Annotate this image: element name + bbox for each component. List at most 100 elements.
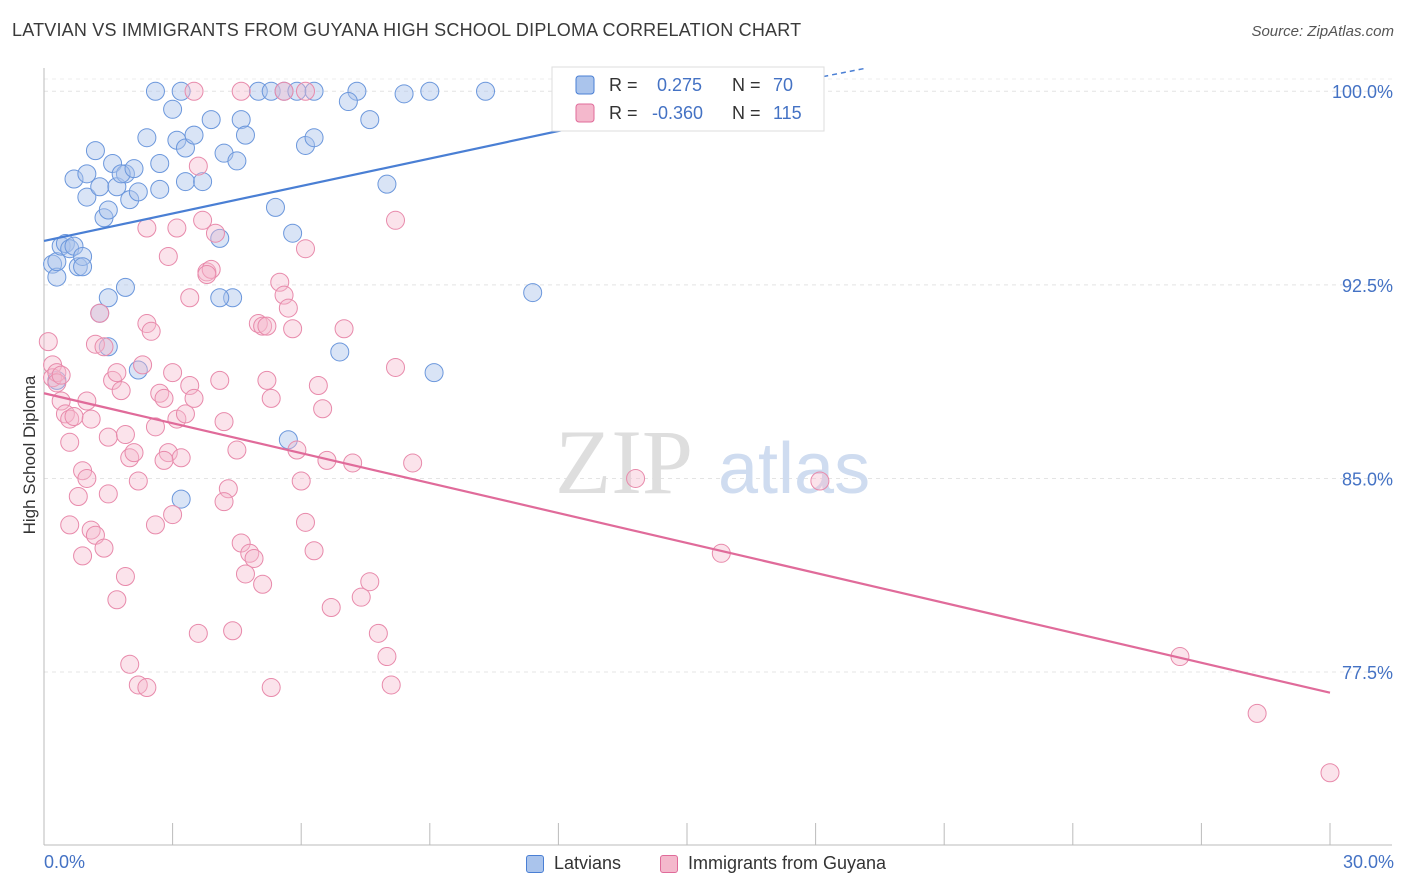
data-point <box>377 174 397 194</box>
data-points <box>38 81 1340 783</box>
data-point <box>334 319 354 339</box>
data-point <box>150 154 170 174</box>
data-point <box>476 81 496 101</box>
y-tick-label: 100.0% <box>1332 82 1393 102</box>
legend-swatch-latvians <box>526 854 544 873</box>
data-point <box>394 84 414 104</box>
data-point <box>193 210 213 230</box>
data-point <box>386 357 406 377</box>
watermark-atlas: atlas <box>718 429 870 509</box>
data-point <box>360 110 380 130</box>
data-point <box>98 200 118 220</box>
legend-item-latvians: Latvians <box>526 853 621 874</box>
data-point <box>115 425 135 445</box>
data-point <box>274 81 294 101</box>
stats-n-label-2: N = <box>732 103 761 123</box>
stats-box-frame <box>551 66 825 132</box>
data-point <box>145 417 165 437</box>
data-point <box>295 512 315 532</box>
data-point <box>73 546 93 566</box>
series-guyana <box>38 81 1340 783</box>
data-point <box>265 197 285 217</box>
data-point <box>214 492 234 512</box>
data-point <box>128 471 148 491</box>
data-point <box>338 92 358 112</box>
data-point <box>90 303 110 323</box>
data-point <box>253 316 273 336</box>
data-point <box>244 548 264 568</box>
data-point <box>128 182 148 202</box>
data-point <box>210 288 230 308</box>
data-point <box>167 218 187 238</box>
data-point <box>360 572 380 592</box>
data-point <box>175 172 195 192</box>
data-point <box>85 141 105 161</box>
stats-n-label-1: N = <box>732 75 761 95</box>
data-point <box>424 363 444 383</box>
data-point <box>47 267 67 287</box>
y-tick-label: 77.5% <box>1342 663 1393 683</box>
data-point <box>261 678 281 698</box>
data-point <box>227 151 247 171</box>
stats-r-label-2: R = <box>609 103 638 123</box>
data-point <box>184 388 204 408</box>
data-point <box>214 412 234 432</box>
data-point <box>270 272 290 292</box>
data-point <box>1247 703 1267 723</box>
data-point <box>253 574 273 594</box>
data-point <box>381 675 401 695</box>
y-tick-label: 92.5% <box>1342 276 1393 296</box>
y-tick-labels: 77.5% 85.0% 92.5% 100.0% <box>1332 82 1393 683</box>
data-point <box>188 156 208 176</box>
data-point <box>386 210 406 230</box>
data-point <box>184 125 204 145</box>
data-point <box>283 223 303 243</box>
data-point <box>227 440 247 460</box>
stats-swatch-guyana <box>575 103 595 123</box>
data-point <box>193 172 213 192</box>
data-point <box>283 319 303 339</box>
data-point <box>111 381 131 401</box>
stats-n-value-2: 115 <box>773 103 802 123</box>
data-point <box>137 128 157 148</box>
data-point <box>257 316 277 336</box>
stats-r-label-1: R = <box>609 75 638 95</box>
data-point <box>171 448 191 468</box>
data-point <box>261 388 281 408</box>
legend-swatch-guyana <box>660 854 678 873</box>
data-point <box>295 81 315 101</box>
data-point <box>257 370 277 390</box>
data-point <box>377 647 397 667</box>
stats-r-value-1: 0.275 <box>652 75 702 95</box>
data-point <box>47 252 67 272</box>
data-point <box>403 453 423 473</box>
data-point <box>210 370 230 390</box>
data-point <box>274 285 294 305</box>
data-point <box>60 515 80 535</box>
data-point <box>175 404 195 424</box>
data-point <box>120 654 140 674</box>
data-point <box>64 169 84 189</box>
data-point <box>68 257 88 277</box>
data-point <box>231 110 251 130</box>
data-point <box>188 623 208 643</box>
data-point <box>154 388 174 408</box>
data-point <box>94 538 114 558</box>
data-point <box>523 283 543 303</box>
data-point <box>626 468 646 488</box>
data-point <box>141 321 161 341</box>
stats-r-value-2: -0.360 <box>652 103 703 123</box>
data-point <box>420 81 440 101</box>
data-point <box>137 678 157 698</box>
data-point <box>291 471 311 491</box>
data-point <box>81 409 101 429</box>
legend-label-guyana: Immigrants from Guyana <box>688 853 887 873</box>
data-point <box>171 489 191 509</box>
data-point <box>94 337 114 357</box>
chart-title: LATVIAN VS IMMIGRANTS FROM GUYANA HIGH S… <box>12 20 802 40</box>
watermark-zip: ZIP <box>555 411 693 513</box>
data-point <box>180 376 200 396</box>
data-point <box>133 355 153 375</box>
source-credit: Source: ZipAtlas.com <box>1251 23 1394 40</box>
